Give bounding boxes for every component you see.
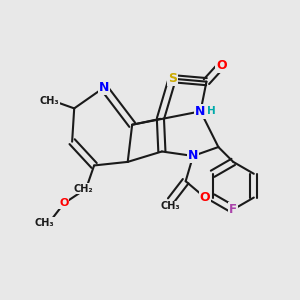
- Text: N: N: [99, 81, 109, 94]
- Text: CH₃: CH₃: [35, 218, 54, 228]
- Text: O: O: [216, 59, 226, 72]
- Text: O: O: [200, 191, 210, 204]
- Text: CH₂: CH₂: [73, 184, 93, 194]
- Text: N: N: [188, 149, 198, 162]
- Text: F: F: [229, 203, 237, 216]
- Text: N: N: [195, 105, 206, 118]
- Text: CH₃: CH₃: [161, 202, 181, 212]
- Text: CH₃: CH₃: [39, 96, 59, 106]
- Text: O: O: [59, 199, 68, 208]
- Text: H: H: [207, 106, 215, 116]
- Text: S: S: [168, 72, 177, 85]
